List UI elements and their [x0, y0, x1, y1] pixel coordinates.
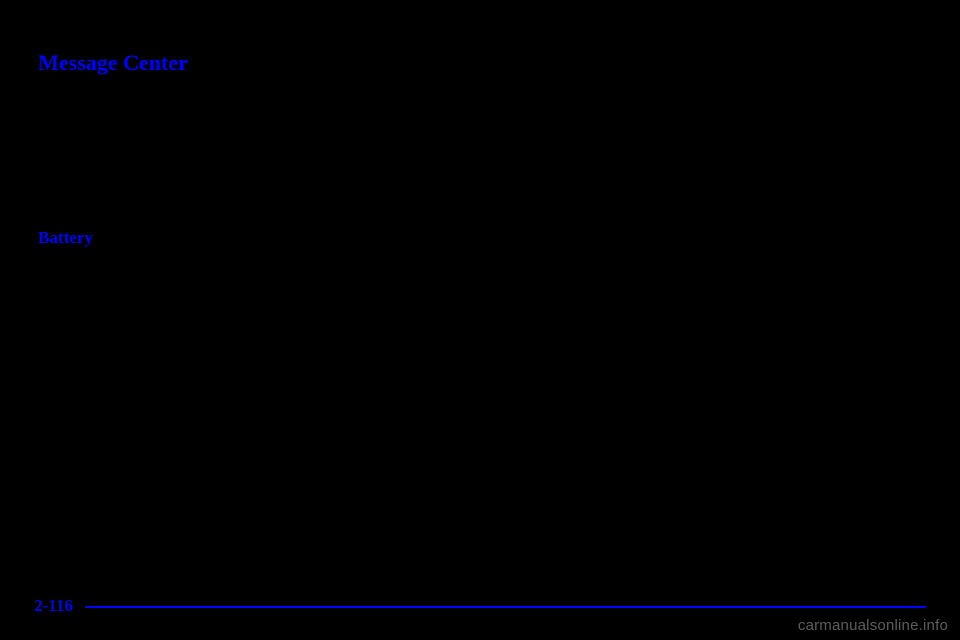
footer-rule — [85, 606, 926, 608]
page-number: 2-116 — [34, 596, 73, 616]
manual-page: Message Center Battery 2-116 carmanualso… — [0, 0, 960, 640]
watermark-text: carmanualsonline.info — [798, 617, 948, 634]
subsection-heading: Battery — [38, 228, 93, 248]
section-heading: Message Center — [38, 50, 188, 76]
